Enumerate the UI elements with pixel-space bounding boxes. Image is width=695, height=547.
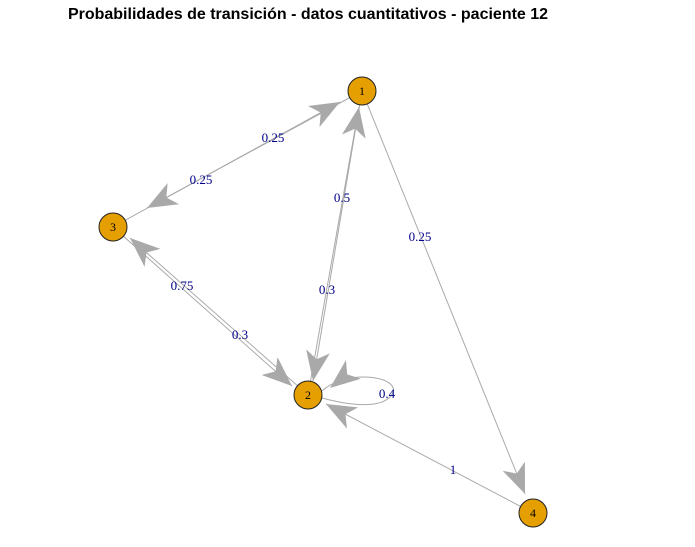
edge-4-to-2-arrowhead (326, 404, 359, 429)
edge-4-to-2-label: 1 (450, 462, 457, 477)
edge-4-to-2-line (325, 403, 534, 514)
edge-3-to-1-label: 0.25 (262, 130, 285, 145)
edge-1-to-4-label: 0.25 (409, 229, 432, 244)
edge-2-to-3-label: 0.3 (232, 327, 248, 342)
node-3-circle (98, 212, 128, 242)
node-1-label: 1 (359, 84, 365, 98)
nodes-layer: 1 2 3 4 (98, 76, 548, 528)
edge-1-to-3-arrowhead (147, 183, 180, 208)
arrowheads-layer (130, 102, 525, 494)
edge-1-to-2-line (312, 90, 363, 382)
edge-1-to-2-arrowhead (306, 349, 330, 381)
edge-1-to-4-arrowhead (502, 461, 525, 494)
node-4-label: 4 (530, 506, 536, 520)
edge-2-to-1-line (307, 106, 360, 396)
chart-title: Probabilidades de transición - datos cua… (67, 6, 549, 23)
edge-3-to-1-arrowhead (307, 102, 340, 127)
edge-3-to-2-arrowhead (261, 357, 292, 386)
node-2-label: 2 (305, 388, 311, 402)
node-2-circle (293, 380, 323, 410)
edges-layer (112, 90, 534, 514)
edge-2-to-1-label: 0.5 (334, 190, 350, 205)
node-3-label: 3 (110, 220, 116, 234)
edge-1-to-2-label: 0.3 (319, 282, 335, 297)
edge-3-to-1-line (112, 101, 341, 228)
edge-labels-layer: 0.25 0.25 0.5 0.3 0.25 0.75 0.3 0.4 1 (171, 130, 457, 477)
node-4-circle (518, 498, 548, 528)
edge-1-to-4-line (361, 90, 526, 495)
edge-3-to-2-label: 0.75 (171, 278, 194, 293)
node-1-circle (347, 76, 377, 106)
edge-2-to-2-arrowhead (330, 360, 361, 388)
edge-1-to-3-label: 0.25 (190, 172, 213, 187)
edge-2-to-3-arrowhead (130, 238, 161, 267)
edge-2-to-2-label: 0.4 (379, 386, 396, 401)
edge-2-to-1-arrowhead (341, 107, 366, 139)
